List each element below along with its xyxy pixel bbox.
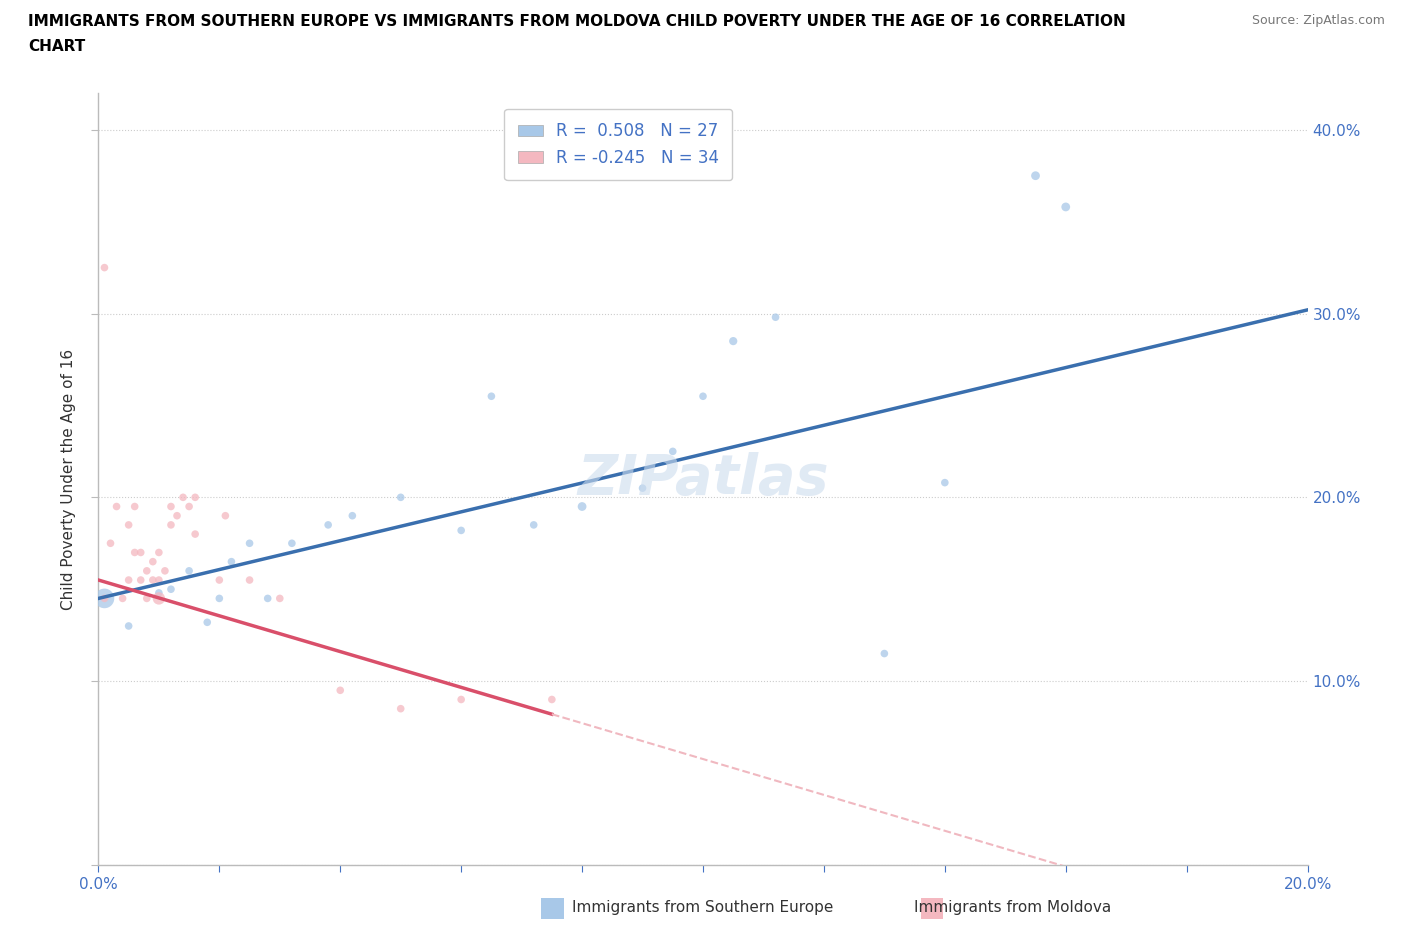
Point: [118, 573, 141, 588]
Point: [148, 545, 170, 560]
Point: [1054, 200, 1077, 215]
Point: [111, 591, 134, 605]
Point: [450, 692, 472, 707]
Point: [129, 573, 152, 588]
Point: [124, 545, 146, 560]
Point: [93, 260, 115, 275]
Point: [124, 499, 146, 514]
Point: [179, 564, 201, 578]
Point: [239, 536, 262, 551]
Legend: R =  0.508   N = 27, R = -0.245   N = 34: R = 0.508 N = 27, R = -0.245 N = 34: [505, 109, 733, 180]
Point: [184, 490, 207, 505]
Point: [214, 509, 236, 524]
Point: [661, 444, 683, 458]
Text: IMMIGRANTS FROM SOUTHERN EUROPE VS IMMIGRANTS FROM MOLDOVA CHILD POVERTY UNDER T: IMMIGRANTS FROM SOUTHERN EUROPE VS IMMIG…: [28, 14, 1126, 29]
Point: [118, 517, 141, 532]
Point: [172, 490, 194, 505]
Point: [184, 526, 207, 541]
Y-axis label: Child Poverty Under the Age of 16: Child Poverty Under the Age of 16: [60, 349, 76, 609]
Point: [692, 389, 714, 404]
Point: [142, 554, 165, 569]
Point: [540, 692, 562, 707]
Point: [93, 591, 115, 605]
Point: [129, 545, 152, 560]
Text: Immigrants from Moldova: Immigrants from Moldova: [914, 900, 1111, 915]
Point: [93, 591, 115, 605]
Point: [481, 389, 503, 404]
Point: [389, 490, 412, 505]
Point: [239, 573, 262, 588]
Point: [135, 591, 157, 605]
Text: CHART: CHART: [28, 39, 86, 54]
Point: [765, 310, 787, 325]
Point: [934, 475, 956, 490]
Point: [269, 591, 291, 605]
Text: Immigrants from Southern Europe: Immigrants from Southern Europe: [572, 900, 834, 915]
Point: [221, 554, 243, 569]
Point: [160, 582, 183, 597]
Point: [148, 573, 170, 588]
Point: [631, 481, 654, 496]
Point: [342, 509, 364, 524]
Point: [1024, 168, 1046, 183]
Point: [153, 564, 176, 578]
Point: [100, 536, 122, 551]
Point: [316, 517, 339, 532]
Point: [118, 618, 141, 633]
Point: [148, 591, 170, 605]
Point: [329, 683, 352, 698]
Point: [208, 573, 231, 588]
Point: [105, 499, 128, 514]
Point: [389, 701, 412, 716]
Point: [160, 517, 183, 532]
Point: [571, 499, 593, 514]
Point: [160, 499, 183, 514]
Point: [281, 536, 304, 551]
Point: [873, 646, 896, 661]
Text: ZIPatlas: ZIPatlas: [578, 452, 828, 506]
Point: [148, 586, 170, 601]
Point: [256, 591, 278, 605]
Point: [208, 591, 231, 605]
Point: [166, 509, 188, 524]
Point: [450, 523, 472, 538]
Point: [195, 615, 218, 630]
Point: [179, 499, 201, 514]
Point: [523, 517, 546, 532]
Point: [135, 564, 157, 578]
Text: Source: ZipAtlas.com: Source: ZipAtlas.com: [1251, 14, 1385, 27]
Point: [723, 334, 745, 349]
Point: [142, 573, 165, 588]
